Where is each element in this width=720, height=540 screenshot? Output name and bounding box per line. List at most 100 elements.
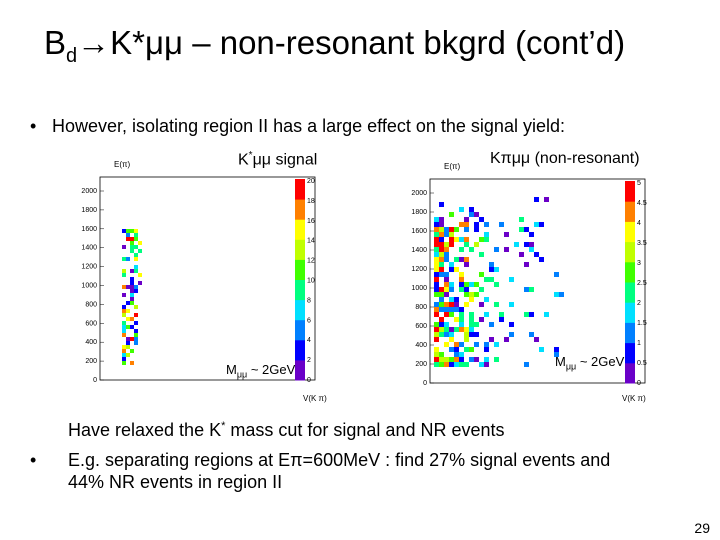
histogram-cell bbox=[434, 292, 439, 297]
histogram-cell bbox=[439, 232, 444, 237]
z-tick-label: 4 bbox=[307, 337, 311, 344]
histogram-cell bbox=[519, 252, 524, 257]
histogram-cell bbox=[434, 232, 439, 237]
color-scale-cell bbox=[625, 241, 635, 248]
histogram-cell bbox=[126, 337, 130, 341]
color-scale-cell bbox=[295, 224, 305, 230]
y-axis-title: E(π) bbox=[444, 162, 461, 171]
histogram-cell bbox=[449, 212, 454, 217]
histogram-cell bbox=[434, 217, 439, 222]
histogram-cell bbox=[434, 257, 439, 262]
histogram-cell bbox=[464, 242, 469, 247]
histogram-cell bbox=[474, 292, 479, 297]
color-scale-cell bbox=[625, 352, 635, 359]
z-tick-label: 1 bbox=[637, 340, 641, 347]
histogram-cell bbox=[489, 322, 494, 327]
color-scale-cell bbox=[625, 367, 635, 374]
histogram-cell bbox=[449, 312, 454, 317]
histogram-cell bbox=[479, 237, 484, 242]
color-scale-cell bbox=[295, 289, 305, 296]
histogram-cell bbox=[434, 302, 439, 307]
histogram-cell bbox=[484, 357, 489, 362]
histogram-cell bbox=[544, 197, 549, 202]
histogram-cell bbox=[544, 312, 549, 317]
y-tick-label: 600 bbox=[415, 323, 427, 330]
color-scale-cell bbox=[295, 329, 305, 336]
histogram-cell bbox=[134, 305, 138, 309]
y-tick-label: 1200 bbox=[81, 264, 97, 271]
color-scale-cell bbox=[295, 369, 305, 376]
histogram-cell bbox=[122, 229, 126, 233]
color-scale-cell bbox=[295, 239, 305, 245]
histogram-cell bbox=[444, 277, 449, 282]
histogram-cell bbox=[529, 312, 534, 317]
histogram-cell bbox=[130, 301, 134, 305]
histogram-cell bbox=[474, 212, 479, 217]
histogram-cell bbox=[130, 297, 134, 301]
histogram-cell bbox=[439, 242, 444, 247]
y-tick-label: 400 bbox=[85, 339, 97, 346]
histogram-cell bbox=[464, 362, 469, 367]
histogram-cell bbox=[454, 327, 459, 332]
histogram-cell bbox=[484, 297, 489, 302]
bullet-text-2-line2: 44% NR events in region II bbox=[68, 472, 283, 492]
histogram-cell bbox=[439, 227, 444, 232]
histogram-cell bbox=[459, 287, 464, 292]
signal-mass-label: Mμμ ~ 2GeV bbox=[226, 362, 296, 380]
y-tick-label: 1000 bbox=[81, 283, 97, 290]
histogram-cell bbox=[444, 357, 449, 362]
color-scale-cell bbox=[295, 234, 305, 240]
histogram-cell bbox=[449, 267, 454, 272]
histogram-cell bbox=[134, 313, 138, 317]
histogram-cell bbox=[479, 362, 484, 367]
histogram-cell bbox=[439, 257, 444, 262]
color-scale-cell bbox=[625, 181, 635, 187]
histogram-cell bbox=[130, 285, 134, 289]
y-tick-label: 1600 bbox=[411, 228, 427, 235]
histogram-cell bbox=[459, 312, 464, 317]
histogram-cell bbox=[126, 233, 130, 237]
color-scale-cell bbox=[295, 319, 305, 326]
histogram-cell bbox=[529, 247, 534, 252]
y-tick-label: 2000 bbox=[411, 190, 427, 197]
histogram-cell bbox=[439, 202, 444, 207]
z-tick-label: 2 bbox=[307, 357, 311, 364]
histogram-cell bbox=[449, 302, 454, 307]
histogram-cell bbox=[534, 252, 539, 257]
histogram-cell bbox=[464, 347, 469, 352]
y-axis-title: E(π) bbox=[114, 160, 131, 169]
color-scale-cell bbox=[295, 279, 305, 286]
y-tick-label: 800 bbox=[85, 301, 97, 308]
histogram-cell bbox=[434, 312, 439, 317]
histogram-cell bbox=[484, 277, 489, 282]
z-tick-label: 18 bbox=[307, 198, 315, 205]
histogram-cell bbox=[464, 292, 469, 297]
histogram-cell bbox=[134, 289, 138, 293]
histogram-cell bbox=[122, 329, 126, 333]
histogram-cell bbox=[439, 297, 444, 302]
y-tick-label: 1400 bbox=[81, 245, 97, 252]
color-scale-cell bbox=[625, 191, 635, 197]
nr-histogram: E(π) 02004006008001000120014001600180020… bbox=[411, 162, 646, 403]
histogram-cell bbox=[464, 237, 469, 242]
histogram-cell bbox=[449, 262, 454, 267]
histogram-cell bbox=[130, 361, 134, 365]
color-scale-cell bbox=[295, 364, 305, 371]
page-number: 29 bbox=[694, 520, 710, 536]
histogram-cell bbox=[444, 282, 449, 287]
color-scale-cell bbox=[625, 282, 635, 288]
histogram-cell bbox=[444, 292, 449, 297]
histogram-cell bbox=[449, 347, 454, 352]
color-scale-cell bbox=[625, 186, 635, 192]
histogram-cell bbox=[499, 317, 504, 322]
histogram-cell bbox=[134, 229, 138, 233]
histogram-cell bbox=[126, 325, 130, 329]
histogram-cell bbox=[484, 312, 489, 317]
histogram-cell bbox=[449, 282, 454, 287]
histogram-cell bbox=[459, 327, 464, 332]
histogram-cell bbox=[134, 269, 138, 273]
histogram-cell bbox=[444, 312, 449, 317]
histogram-cell bbox=[439, 237, 444, 242]
signal-plot-label: K*μμ signal bbox=[238, 150, 318, 169]
histogram-cell bbox=[469, 297, 474, 302]
